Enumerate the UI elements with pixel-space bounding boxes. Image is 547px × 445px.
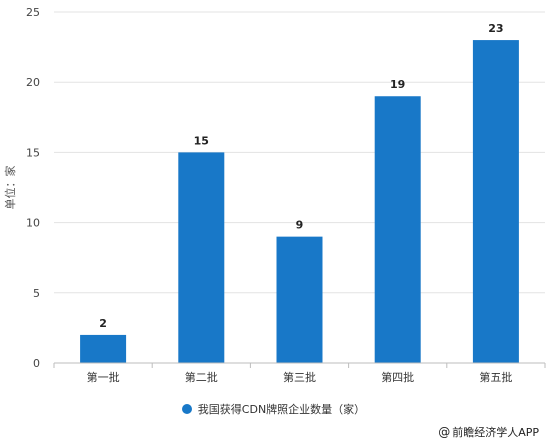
bar (80, 334, 127, 363)
bar-value-label: 15 (194, 134, 209, 147)
at-icon: @ (438, 425, 451, 439)
legend-marker (181, 404, 192, 414)
bar-value-label: 19 (390, 78, 405, 91)
bars (80, 40, 519, 364)
y-axis-ticks: 0 5 10 15 20 25 (26, 6, 40, 370)
y-axis-label: 单位：家 (3, 166, 17, 210)
gridlines (54, 11, 545, 294)
x-category-label: 第五批 (479, 370, 512, 384)
bar-chart: 0 5 10 15 20 25 单位：家 2 15 9 19 23 第一批 第二批 第三批 第四批 第五批 (3, 6, 546, 384)
bar (472, 40, 519, 364)
x-category-label: 第二批 (185, 370, 218, 384)
x-category-label: 第三批 (283, 370, 316, 384)
y-tick-label: 20 (26, 76, 40, 89)
legend-label: 我国获得CDN牌照企业数量（家） (197, 403, 366, 416)
y-tick-label: 0 (33, 357, 40, 370)
bar-value-label: 2 (99, 317, 107, 330)
bar (276, 236, 323, 363)
x-axis-categories: 第一批 第二批 第三批 第四批 第五批 (53, 363, 546, 384)
bar (178, 152, 225, 363)
bar (374, 96, 421, 364)
data-labels: 2 15 9 19 23 (99, 22, 503, 330)
legend: 我国获得CDN牌照企业数量（家） (0, 401, 547, 417)
y-tick-label: 15 (26, 146, 40, 159)
y-tick-label: 5 (33, 287, 40, 300)
y-tick-label: 10 (26, 217, 40, 230)
x-category-label: 第一批 (87, 370, 120, 384)
source-credit: @ 前瞻经济学人APP (438, 424, 539, 440)
bar-value-label: 23 (488, 22, 503, 35)
x-category-label: 第四批 (381, 370, 414, 384)
credit-text: 前瞻经济学人APP (452, 426, 539, 439)
bar-value-label: 9 (296, 219, 304, 232)
y-tick-label: 25 (26, 6, 40, 19)
